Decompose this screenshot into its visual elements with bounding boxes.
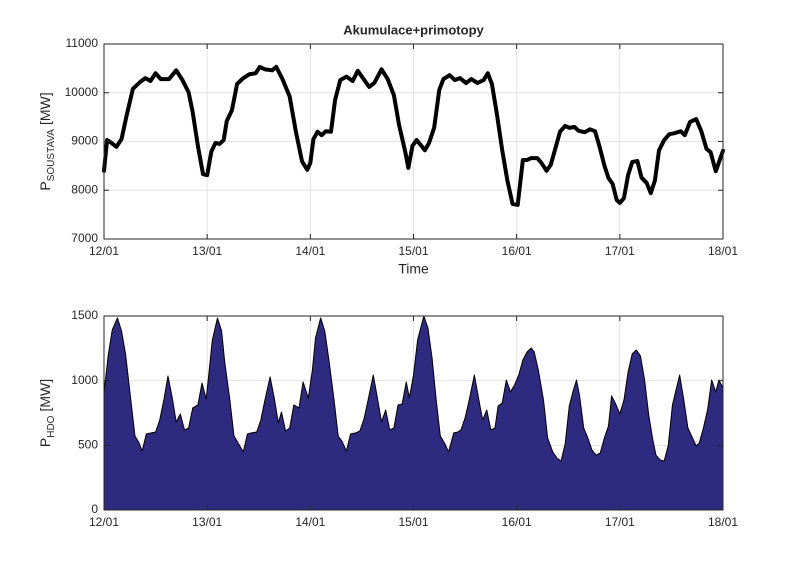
axes-box bbox=[103, 315, 724, 511]
chart-title: Akumulace+primotopy bbox=[343, 22, 484, 37]
y-tick-label: 9000 bbox=[71, 134, 98, 148]
line bbox=[102, 64, 725, 207]
x-tick-label: 12/01 bbox=[89, 244, 119, 258]
y-tick-label: 10000 bbox=[65, 85, 99, 99]
x-tick-label: 18/01 bbox=[708, 244, 738, 258]
y-label-sub: SOUSTAVA bbox=[46, 129, 57, 182]
y-axis-label: PHDO [MW] bbox=[37, 379, 57, 447]
y-label-main: P bbox=[37, 181, 53, 190]
y-tick-label: 7000 bbox=[71, 231, 98, 245]
x-tick-label: 15/01 bbox=[398, 515, 428, 529]
y-label-unit: [MW] bbox=[37, 379, 53, 412]
y-axis-label: PSOUSTAVA [MW] bbox=[37, 92, 57, 190]
x-tick-label: 18/01 bbox=[708, 515, 738, 529]
x-tick-label: 16/01 bbox=[502, 244, 532, 258]
area bbox=[103, 315, 724, 511]
y-tick-label: 11000 bbox=[66, 36, 99, 50]
y-label-sub: HDO bbox=[46, 415, 57, 437]
x-tick-label: 17/01 bbox=[605, 244, 635, 258]
y-tick-label: 0 bbox=[91, 502, 98, 516]
x-tick-label: 14/01 bbox=[295, 515, 325, 529]
x-tick-label: 13/01 bbox=[192, 244, 222, 258]
x-axis-label: Time bbox=[398, 261, 429, 277]
x-tick-label: 16/01 bbox=[502, 515, 532, 529]
y-tick-label: 1000 bbox=[71, 373, 98, 387]
x-tick-label: 15/01 bbox=[398, 244, 428, 258]
x-tick-label: 12/01 bbox=[89, 515, 119, 529]
x-tick-label: 13/01 bbox=[192, 515, 222, 529]
y-tick-label: 1500 bbox=[71, 308, 98, 322]
y-label-unit: [MW] bbox=[37, 92, 53, 125]
axes-box bbox=[103, 43, 724, 240]
y-tick-label: 500 bbox=[78, 438, 98, 452]
y-tick-label: 8000 bbox=[71, 182, 98, 196]
y-label-main: P bbox=[37, 438, 53, 447]
x-tick-label: 14/01 bbox=[295, 244, 325, 258]
x-tick-label: 17/01 bbox=[605, 515, 635, 529]
